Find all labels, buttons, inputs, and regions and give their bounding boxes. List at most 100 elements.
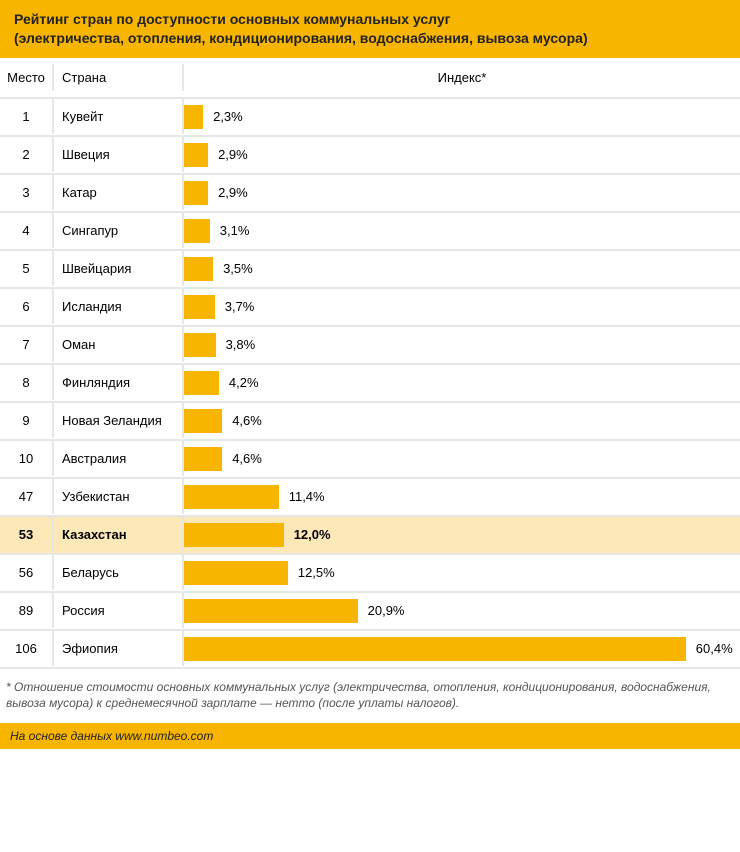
cell-country: Кувейт [54,99,184,134]
index-value-label: 4,6% [232,451,262,466]
index-bar [184,181,208,205]
index-bar [184,523,284,547]
index-value-label: 20,9% [368,603,405,618]
index-bar [184,333,216,357]
cell-index: 3,8% [184,327,740,363]
index-bar [184,257,213,281]
cell-rank: 5 [0,251,54,286]
cell-country: Эфиопия [54,631,184,666]
cell-country: Исландия [54,289,184,324]
cell-rank: 2 [0,137,54,172]
cell-country: Новая Зеландия [54,403,184,438]
table-row: 3Катар 2,9% [0,175,740,213]
table-row: 56Беларусь 12,5% [0,555,740,593]
index-value-label: 3,1% [220,223,250,238]
col-header-country: Страна [54,64,184,91]
index-bar [184,295,215,319]
index-bar [184,485,279,509]
cell-index: 4,6% [184,403,740,439]
index-bar [184,599,358,623]
cell-rank: 53 [0,517,54,552]
table-header-row: Место Страна Индекс* [0,58,740,99]
cell-rank: 106 [0,631,54,666]
cell-country: Швейцария [54,251,184,286]
table-row: 1Кувейт 2,3% [0,99,740,137]
cell-index: 20,9% [184,593,740,629]
index-value-label: 11,4% [289,489,325,504]
index-bar [184,409,222,433]
cell-index: 2,3% [184,99,740,135]
footnote-text: * Отношение стоимости основных коммуналь… [0,669,740,723]
table-row: 6Исландия 3,7% [0,289,740,327]
cell-rank: 56 [0,555,54,590]
index-value-label: 3,8% [226,337,256,352]
table-row: 47Узбекистан 11,4% [0,479,740,517]
chart-header: Рейтинг стран по доступности основных ко… [0,0,740,58]
cell-rank: 47 [0,479,54,514]
index-value-label: 2,9% [218,185,248,200]
index-value-label: 60,4% [696,641,733,656]
table-row: 4Сингапур 3,1% [0,213,740,251]
index-value-label: 2,9% [218,147,248,162]
cell-country: Казахстан [54,517,184,552]
cell-rank: 89 [0,593,54,628]
index-value-label: 12,0% [294,527,331,542]
cell-country: Оман [54,327,184,362]
cell-country: Австралия [54,441,184,476]
index-bar [184,447,222,471]
cell-index: 3,5% [184,251,740,287]
cell-rank: 3 [0,175,54,210]
cell-rank: 4 [0,213,54,248]
cell-country: Финляндия [54,365,184,400]
cell-rank: 9 [0,403,54,438]
table-row: 10Австралия 4,6% [0,441,740,479]
index-bar [184,143,208,167]
cell-index: 3,7% [184,289,740,325]
index-bar [184,637,686,661]
cell-index: 11,4% [184,479,740,515]
table-row: 89Россия 20,9% [0,593,740,631]
table-row: 106Эфиопия 60,4% [0,631,740,669]
cell-country: Швеция [54,137,184,172]
table-row: 53Казахстан 12,0% [0,517,740,555]
cell-rank: 7 [0,327,54,362]
chart-title-line2: (электричества, отопления, кондициониров… [14,29,726,48]
cell-country: Катар [54,175,184,210]
cell-index: 12,5% [184,555,740,591]
cell-rank: 10 [0,441,54,476]
col-header-rank: Место [0,64,54,91]
chart-title-line1: Рейтинг стран по доступности основных ко… [14,10,726,29]
col-header-index: Индекс* [184,64,740,91]
cell-rank: 6 [0,289,54,324]
cell-index: 4,6% [184,441,740,477]
cell-country: Россия [54,593,184,628]
cell-index: 3,1% [184,213,740,249]
index-value-label: 2,3% [213,109,243,124]
table-row: 5Швейцария 3,5% [0,251,740,289]
index-value-label: 12,5% [298,565,335,580]
index-value-label: 4,2% [229,375,259,390]
cell-index: 60,4% [184,631,740,667]
index-bar [184,105,203,129]
cell-country: Беларусь [54,555,184,590]
index-bar [184,371,219,395]
index-value-label: 4,6% [232,413,262,428]
cell-rank: 8 [0,365,54,400]
cell-index: 12,0% [184,517,740,553]
cell-index: 2,9% [184,137,740,173]
cell-index: 4,2% [184,365,740,401]
cell-index: 2,9% [184,175,740,211]
index-value-label: 3,7% [225,299,255,314]
index-bar [184,219,210,243]
index-value-label: 3,5% [223,261,253,276]
table-row: 2Швеция 2,9% [0,137,740,175]
ranking-table: Место Страна Индекс* 1Кувейт2,3%2Швеция2… [0,58,740,669]
index-bar [184,561,288,585]
cell-country: Узбекистан [54,479,184,514]
source-bar: На основе данных www.numbeo.com [0,723,740,749]
cell-country: Сингапур [54,213,184,248]
table-row: 9Новая Зеландия 4,6% [0,403,740,441]
table-row: 8Финляндия 4,2% [0,365,740,403]
table-row: 7Оман 3,8% [0,327,740,365]
cell-rank: 1 [0,99,54,134]
